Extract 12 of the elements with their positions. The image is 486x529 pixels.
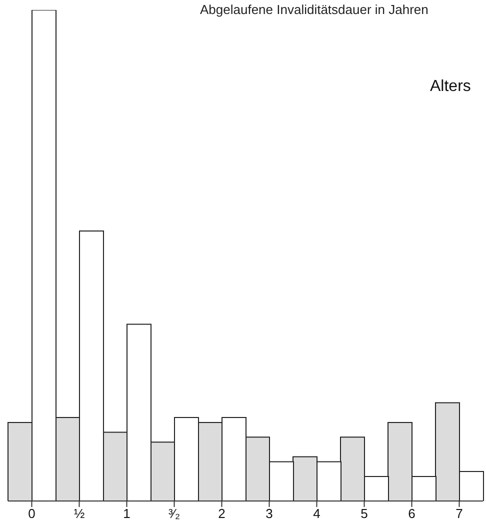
annotation: Alters — [430, 78, 471, 96]
x-tick-label: ³⁄₂ — [168, 506, 180, 522]
x-tick-label: 3 — [266, 506, 273, 522]
x-tick-label: 5 — [360, 506, 368, 522]
x-tick-label: 6 — [408, 506, 416, 522]
x-tick-label: 0 — [28, 506, 36, 522]
x-tick-label: 2 — [218, 506, 226, 522]
chart-title: Abgelaufene Invaliditätsdauer in Jahren — [200, 2, 428, 17]
x-tick-label: ½ — [74, 506, 85, 522]
x-tick-label: 1 — [123, 506, 130, 522]
x-tick-label: 4 — [313, 506, 320, 522]
x-tick-label: 7 — [456, 506, 463, 522]
